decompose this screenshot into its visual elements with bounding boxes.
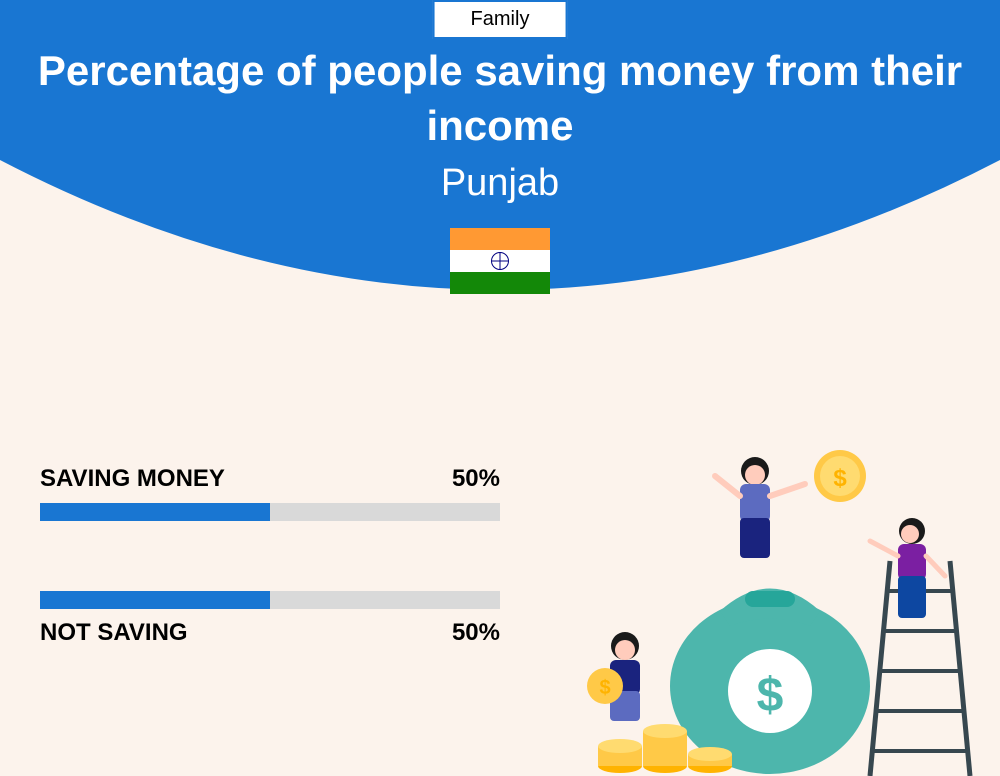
flag-green-stripe <box>450 272 550 294</box>
svg-text:$: $ <box>757 669 784 722</box>
bar-group-saving: SAVING MONEY 50% <box>40 465 500 521</box>
bar-value: 50% <box>452 619 500 647</box>
bar-header: SAVING MONEY 50% <box>40 465 500 493</box>
flag-white-stripe <box>450 250 550 272</box>
bar-fill <box>40 591 270 609</box>
main-title: Percentage of people saving money from t… <box>0 44 1000 153</box>
india-flag <box>450 228 550 294</box>
bar-value: 50% <box>452 465 500 493</box>
bar-group-not-saving: NOT SAVING 50% <box>40 591 500 647</box>
bars-container: SAVING MONEY 50% NOT SAVING 50% <box>40 465 500 717</box>
category-badge-text: Family <box>471 8 530 30</box>
flag-saffron-stripe <box>450 228 550 250</box>
bar-track <box>40 591 500 609</box>
region-subtitle: Punjab <box>0 162 1000 205</box>
bar-fill <box>40 503 270 521</box>
category-badge: Family <box>433 0 568 39</box>
bar-header: NOT SAVING 50% <box>40 619 500 647</box>
bar-label: NOT SAVING <box>40 619 188 647</box>
bar-label: SAVING MONEY <box>40 465 225 493</box>
svg-text:$: $ <box>599 677 610 699</box>
bar-track <box>40 503 500 521</box>
flag-chakra-icon <box>491 252 509 270</box>
money-saving-illustration: $ $ $ <box>560 416 980 776</box>
svg-text:$: $ <box>833 465 847 492</box>
